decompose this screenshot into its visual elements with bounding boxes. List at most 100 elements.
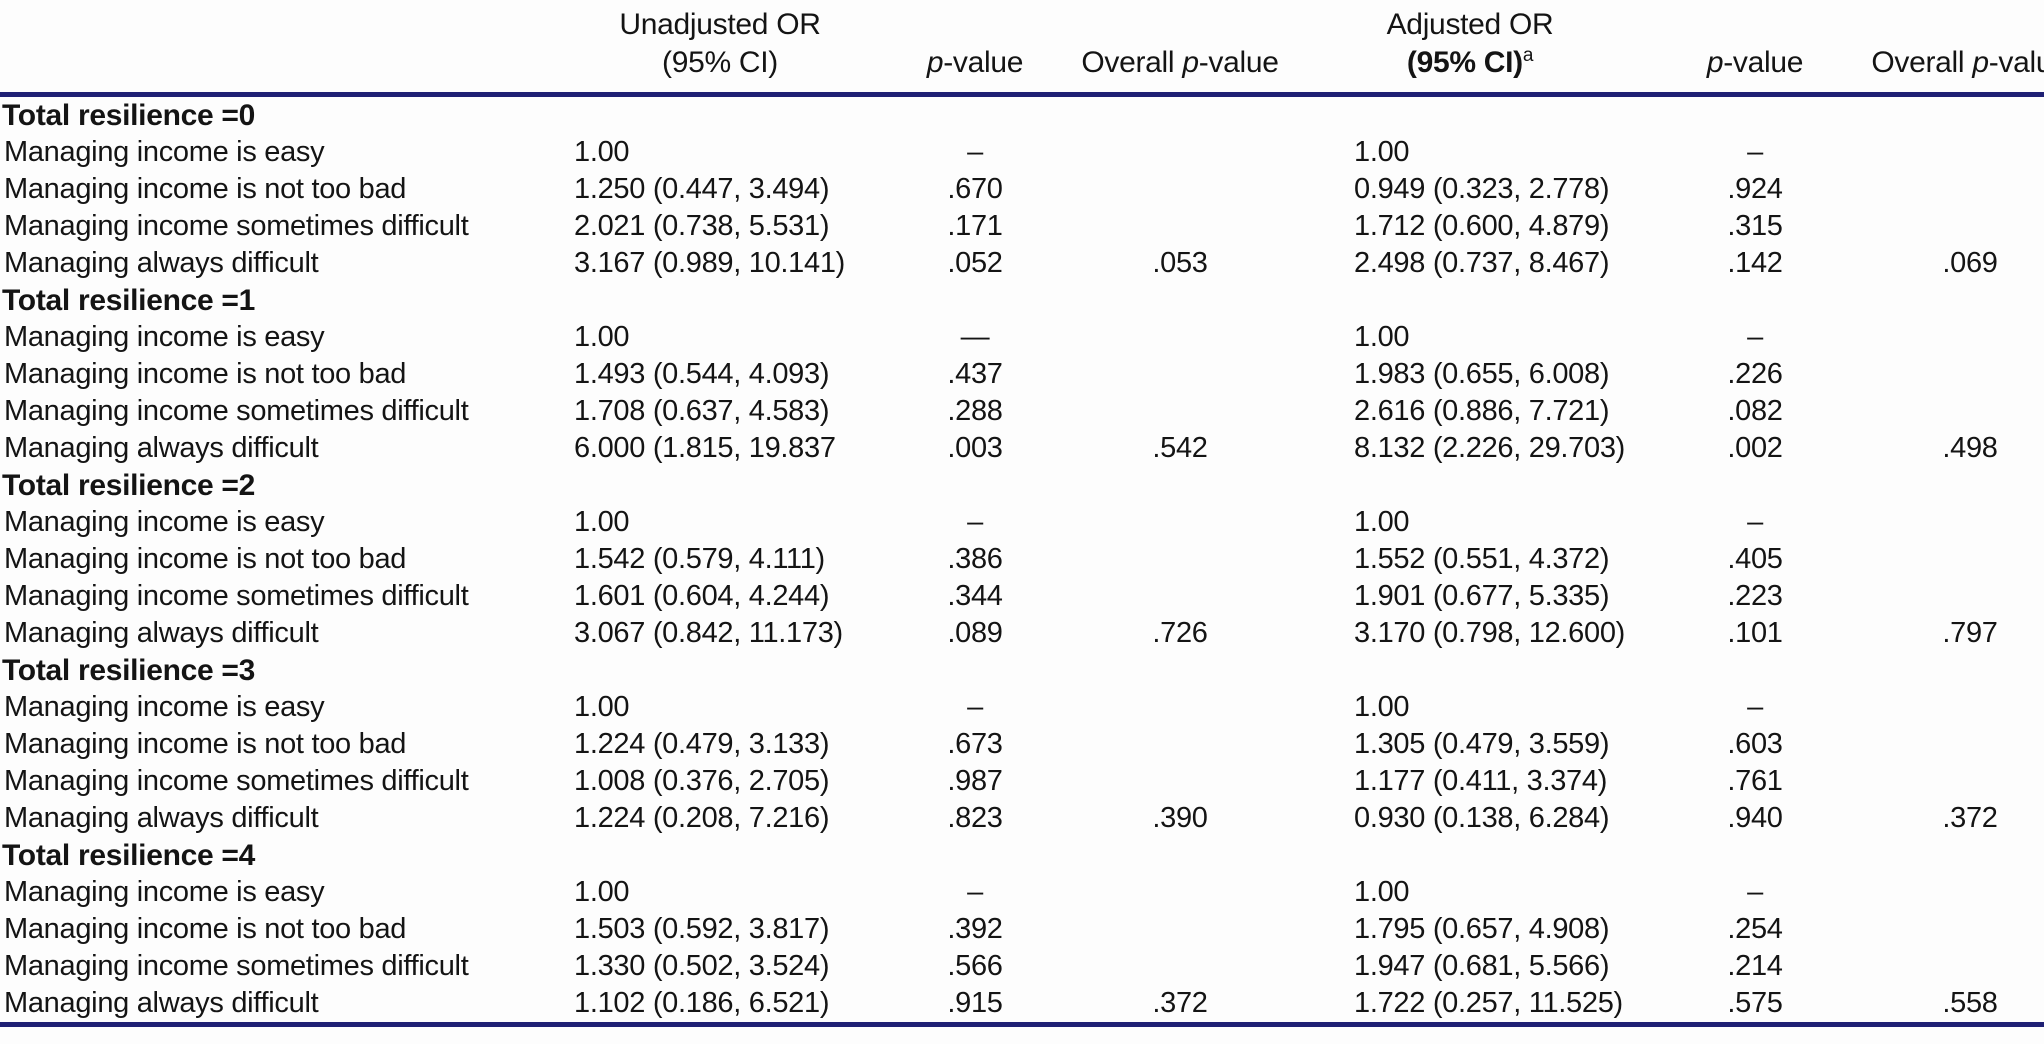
row-label-cell: Managing income is easy	[4, 876, 325, 908]
adjusted-p-cell: –	[1747, 876, 1763, 908]
unadjusted-p-cell: –	[967, 136, 983, 168]
unadjusted-p-cell: .987	[947, 765, 1003, 797]
adjusted-or-cell: 2.616 (0.886, 7.721)	[1354, 395, 1610, 427]
row-label-cell: Managing income sometimes difficult	[4, 950, 469, 982]
unadjusted-overall-p-cell: .542	[1152, 432, 1208, 464]
row-label-cell: Managing always difficult	[4, 987, 319, 1019]
adjusted-or-cell: 3.170 (0.798, 12.600)	[1354, 617, 1626, 649]
table-row: Managing income is easy 1.00 – 1.00 –	[0, 874, 2044, 911]
adjusted-overall-p-cell	[1850, 948, 2044, 985]
unadjusted-p-cell: .288	[947, 395, 1003, 427]
header-row: Unadjusted OR (95% CI) p-value Overall p…	[0, 0, 2044, 97]
adjusted-overall-p-cell: .558	[1942, 987, 1998, 1019]
adjusted-p-cell: .603	[1727, 728, 1783, 760]
adjusted-or-header-line2: (95% CI)a	[1406, 45, 1534, 79]
adjusted-overall-p-cell	[1850, 911, 2044, 948]
row-label-cell: Managing income is easy	[4, 691, 325, 723]
adjusted-p-cell: –	[1747, 136, 1763, 168]
unadjusted-or-cell: 1.00	[574, 321, 630, 353]
table-header: Unadjusted OR (95% CI) p-value Overall p…	[0, 0, 2044, 97]
unadjusted-overall-p-cell	[1080, 208, 1280, 245]
unadjusted-overall-p-cell	[1080, 911, 1280, 948]
adjusted-p-cell: .761	[1727, 765, 1783, 797]
section-title: Total resilience =1	[2, 284, 256, 317]
adjusted-overall-p-cell	[1850, 356, 2044, 393]
unadjusted-overall-p-cell	[1080, 393, 1280, 430]
unadjusted-or-cell: 1.250 (0.447, 3.494)	[574, 173, 830, 205]
adjusted-or-cell: 1.901 (0.677, 5.335)	[1354, 580, 1610, 612]
adjusted-or-cell: 0.949 (0.323, 2.778)	[1354, 173, 1610, 205]
adjusted-or-cell: 2.498 (0.737, 8.467)	[1354, 247, 1610, 279]
unadjusted-overall-p-cell: .053	[1152, 247, 1208, 279]
adjusted-or-cell: 1.00	[1354, 876, 1410, 908]
row-label-column-header	[0, 0, 570, 97]
unadjusted-p-cell: .437	[947, 358, 1003, 390]
table-row: Managing income is easy 1.00 – 1.00 –	[0, 134, 2044, 171]
table-row: Managing income sometimes difficult 1.601…	[0, 578, 2044, 615]
adjusted-or-cell: 1.722 (0.257, 11.525)	[1354, 987, 1623, 1019]
unadjusted-p-cell: .344	[947, 580, 1003, 612]
adjusted-p-cell: .226	[1727, 358, 1783, 390]
adjusted-or-cell: 1.712 (0.600, 4.879)	[1354, 210, 1610, 242]
table-row: Managing always difficult 1.224 (0.208, 7…	[0, 800, 2044, 837]
row-label-cell: Managing income is not too bad	[4, 358, 407, 390]
adjusted-p-cell: .142	[1727, 247, 1783, 279]
adjusted-or-cell: 1.00	[1354, 321, 1410, 353]
adjusted-overall-p-cell	[1850, 689, 2044, 726]
row-label-cell: Managing income is not too bad	[4, 728, 407, 760]
unadjusted-p-cell: .171	[947, 210, 1003, 242]
adjusted-or-cell: 1.00	[1354, 136, 1410, 168]
row-label-cell: Managing income sometimes difficult	[4, 210, 469, 242]
unadjusted-or-cell: 6.000 (1.815, 19.837	[574, 432, 836, 464]
adjusted-or-column-header: Adjusted OR (95% CI)a	[1280, 0, 1660, 97]
adjusted-p-cell: .924	[1727, 173, 1783, 205]
adjusted-or-cell: 1.177 (0.411, 3.374)	[1354, 765, 1608, 797]
adjusted-overall-p-cell: .069	[1942, 247, 1998, 279]
unadjusted-overall-p-cell	[1080, 874, 1280, 911]
adjusted-p-cell: .254	[1727, 913, 1783, 945]
table-row: Managing income is not too bad 1.503 (0.5…	[0, 911, 2044, 948]
unadjusted-overall-p-cell	[1080, 134, 1280, 171]
unadjusted-or-cell: 1.224 (0.208, 7.216)	[574, 802, 830, 834]
section-header-row: Total resilience =1	[0, 282, 2044, 319]
table-row: Managing income sometimes difficult 1.008…	[0, 763, 2044, 800]
unadjusted-p-cell: .052	[947, 247, 1003, 279]
adjusted-overall-p-cell	[1850, 726, 2044, 763]
unadjusted-or-cell: 1.102 (0.186, 6.521)	[574, 987, 830, 1019]
unadjusted-or-cell: 2.021 (0.738, 5.531)	[574, 210, 830, 242]
unadjusted-or-cell: 1.008 (0.376, 2.705)	[574, 765, 830, 797]
unadjusted-overall-p-cell: .390	[1152, 802, 1208, 834]
table-row: Managing income sometimes difficult 2.021…	[0, 208, 2044, 245]
adjusted-overall-p-cell	[1850, 208, 2044, 245]
table-row: Managing income is easy 1.00 — 1.00 –	[0, 319, 2044, 356]
unadjusted-or-header-line1: Unadjusted OR	[619, 8, 821, 41]
adjusted-or-cell: 1.552 (0.551, 4.372)	[1354, 543, 1610, 575]
unadjusted-or-column-header: Unadjusted OR (95% CI)	[570, 0, 870, 97]
adjusted-or-cell: 1.00	[1354, 506, 1410, 538]
unadjusted-or-cell: 1.708 (0.637, 4.583)	[574, 395, 830, 427]
adjusted-or-cell: 1.983 (0.655, 6.008)	[1354, 358, 1610, 390]
section-title: Total resilience =3	[2, 654, 256, 687]
adjusted-or-header-line1: Adjusted OR	[1386, 8, 1554, 41]
section-title: Total resilience =0	[2, 99, 256, 132]
row-label-cell: Managing income sometimes difficult	[4, 395, 469, 427]
adjusted-or-cell: 1.305 (0.479, 3.559)	[1354, 728, 1610, 760]
row-label-cell: Managing income is easy	[4, 506, 325, 538]
unadjusted-or-cell: 1.00	[574, 136, 630, 168]
unadjusted-or-cell: 1.601 (0.604, 4.244)	[574, 580, 830, 612]
unadjusted-or-cell: 1.493 (0.544, 4.093)	[574, 358, 830, 390]
adjusted-or-cell: 0.930 (0.138, 6.284)	[1354, 802, 1610, 834]
unadjusted-overall-p-cell	[1080, 356, 1280, 393]
table-row: Managing always difficult 3.167 (0.989, 1…	[0, 245, 2044, 282]
adjusted-overall-p-cell	[1850, 393, 2044, 430]
adjusted-p-cell: .002	[1727, 432, 1783, 464]
unadjusted-p-cell: .386	[947, 543, 1003, 575]
unadjusted-p-cell: .823	[947, 802, 1003, 834]
adjusted-overall-p-cell	[1850, 319, 2044, 356]
section-title: Total resilience =4	[2, 839, 256, 872]
adjusted-p-cell: –	[1747, 691, 1763, 723]
unadjusted-or-cell: 3.167 (0.989, 10.141)	[574, 247, 846, 279]
adjusted-overall-p-cell: .372	[1942, 802, 1998, 834]
section-header-row: Total resilience =0	[0, 95, 2044, 135]
